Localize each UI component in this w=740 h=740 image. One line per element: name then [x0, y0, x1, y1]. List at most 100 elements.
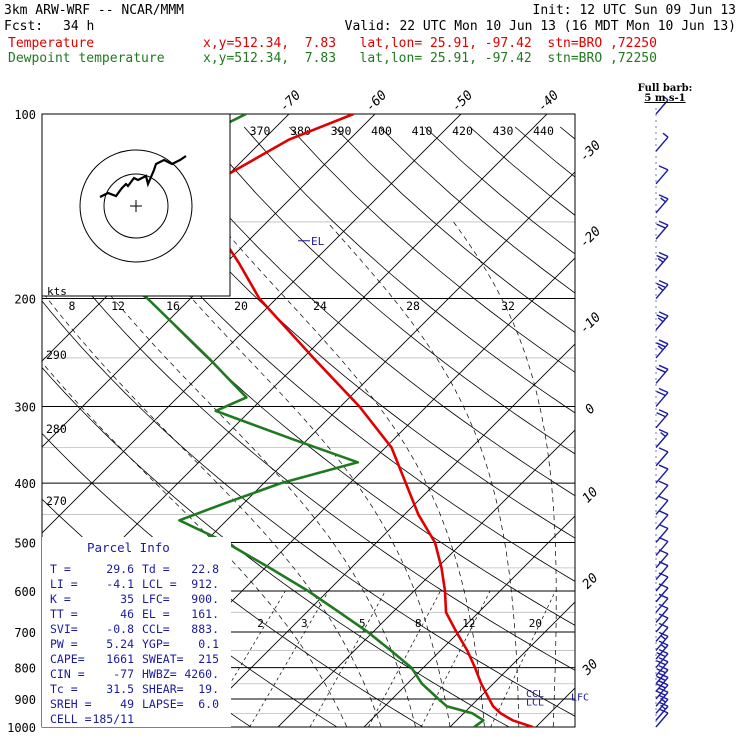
theta-label-left: 290: [46, 348, 67, 362]
isotherm-line: [42, 114, 548, 620]
isotherm-label: -40: [535, 88, 562, 115]
parcel-info-value: -0.8: [106, 622, 134, 636]
wind-barb-flag: [657, 345, 664, 351]
isotherm-line: [42, 114, 376, 448]
dry-adiabat-line: [289, 126, 575, 373]
wind-barb-shaft: [655, 698, 669, 714]
wind-barb-shaft: [655, 392, 669, 407]
dry-adiabat-line: [42, 232, 575, 671]
wind-barb-flag: [657, 257, 664, 264]
parcel-info-value: -4.1: [106, 577, 134, 591]
mixing-ratio-label: 5: [359, 617, 366, 630]
wind-barb-flag: [658, 480, 669, 486]
wind-barb-shaft: [655, 587, 669, 603]
parcel-info-value: T =: [50, 562, 71, 576]
moist-adiabat-line: [42, 290, 382, 727]
wind-barb-shaft: [655, 576, 669, 592]
parcel-info-value: -77: [113, 667, 134, 681]
hodograph-ring-label: 24: [313, 299, 327, 313]
pressure-tick-label: 500: [14, 536, 36, 550]
isotherm-label: -60: [363, 88, 390, 115]
parcel-info-value: SWEAT=: [142, 652, 184, 666]
mixing-ratio-line: [420, 590, 491, 727]
moist-adiabat-line: [326, 221, 520, 727]
wind-barb-flag: [658, 583, 669, 589]
wind-barb-flag: [658, 311, 669, 317]
parcel-info-value: SREH =: [50, 697, 92, 711]
mixing-ratio-label: 20: [529, 617, 542, 630]
isotherm-line: [277, 429, 575, 727]
wind-barb-shaft: [655, 691, 669, 707]
hodograph-trace: [99, 155, 187, 198]
wind-barb-flag: [658, 251, 669, 258]
wind-barb-shaft: [655, 413, 669, 429]
wind-barb-shaft: [655, 136, 669, 152]
hodograph-ring-label: 8: [69, 299, 76, 313]
theta-label-left: 280: [46, 422, 67, 436]
moist-adiabat-line: [127, 221, 451, 727]
wind-barb-shaft: [655, 224, 669, 240]
wind-barb-shaft: [655, 284, 669, 299]
wind-barb-flag: [658, 603, 669, 610]
parcel-info-value: SHEAR=: [142, 682, 184, 696]
wind-barb-flag: [658, 387, 669, 394]
wind-barb-shaft: [655, 626, 669, 642]
parcel-info-value: 912.: [191, 577, 219, 591]
lcl-label: LCL: [526, 697, 544, 708]
parcel-info-value: 31.5: [106, 682, 134, 696]
parcel-info-value: 185/11: [92, 712, 134, 726]
parcel-info-value: LAPSE=: [142, 697, 184, 711]
wind-barb-shaft: [655, 99, 669, 115]
dry-adiabat-line: [42, 366, 510, 727]
valid-time: Valid: 22 UTC Mon 10 Jun 13 (16 MDT Mon …: [344, 19, 736, 34]
dry-adiabat-line: [153, 126, 575, 497]
wind-barb-flag: [662, 95, 669, 101]
temperature-location: x,y=512.34, 7.83 lat,lon= 25.91, -97.42 …: [203, 36, 657, 51]
dry-adiabat-line: [514, 126, 575, 178]
pressure-tick-label: 900: [14, 693, 36, 707]
dry-adiabat-line: [559, 126, 575, 140]
parcel-info-value: 883.: [191, 622, 219, 636]
mixing-ratio-label: 3: [301, 617, 308, 630]
dry-adiabat-line: [42, 300, 575, 717]
wind-barb-shaft: [655, 541, 669, 556]
parcel-info-value: EL =: [142, 607, 170, 621]
wind-barb-flag: [658, 339, 669, 345]
wind-barb-shaft: [655, 528, 669, 543]
isotherm-line: [449, 601, 575, 727]
dry-adiabat-line: [469, 126, 575, 216]
parcel-info-title: Parcel Info: [87, 540, 170, 555]
wind-barb-flag: [656, 660, 666, 666]
ccl-label: CCL: [526, 689, 544, 700]
parcel-info-value: 22.8: [191, 562, 219, 576]
wind-barb-flag: [658, 279, 669, 286]
wind-barb-shaft: [655, 368, 669, 384]
isotherm-line: [191, 343, 575, 727]
pressure-tick-label: 1000: [7, 721, 36, 735]
parcel-info-value: TT =: [50, 607, 78, 621]
wind-barb-flag: [658, 648, 669, 655]
parcel-info-value: Tc =: [50, 682, 78, 696]
parcel-info-value: CCL=: [142, 622, 170, 636]
barb-key: Full barb: 5 m s-1: [637, 84, 693, 104]
isotherm-line: [609, 86, 740, 740]
pressure-tick-label: 700: [14, 626, 36, 640]
wind-barb-shaft: [655, 653, 669, 669]
parcel-info-value: 19.: [198, 682, 219, 696]
mixing-ratio-line: [249, 590, 329, 727]
wind-barb-shaft: [655, 644, 669, 660]
isotherm-label: -30: [577, 138, 604, 165]
isotherm-label: -10: [577, 310, 604, 337]
hodograph-units-label: kts: [47, 285, 67, 298]
isotherm-label: -70: [277, 88, 304, 115]
barb-key-line1: Full barb:: [637, 83, 693, 94]
theta-label-top: 400: [371, 124, 392, 138]
pressure-tick-label: 400: [14, 477, 36, 491]
wind-barb-shaft: [655, 676, 669, 692]
parcel-info-panel: Parcel Info T = 29.6 Td = 22.8 LI = -4.1 LCL =…: [42, 537, 231, 727]
wind-barb-shaft: [655, 635, 669, 651]
wind-barb-shaft: [655, 499, 669, 515]
theta-label-top: 370: [250, 124, 271, 138]
wind-barb-shaft: [655, 468, 669, 484]
